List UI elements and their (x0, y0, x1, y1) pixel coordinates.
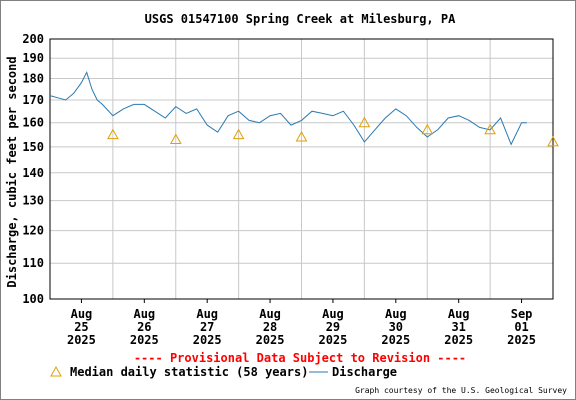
y-tick-label: 100 (22, 292, 44, 306)
grid-lines (50, 39, 553, 299)
median-triangle-marker (547, 135, 559, 147)
x-tick-year: 2025 (130, 333, 159, 347)
x-tick-day: 29 (326, 320, 340, 334)
x-tick-month: Aug (133, 307, 155, 321)
x-tick-year: 2025 (381, 333, 410, 347)
x-tick-day: 27 (200, 320, 214, 334)
median-triangle-marker (232, 128, 245, 140)
y-tick-label: 120 (22, 224, 44, 238)
x-tick-day: 28 (263, 320, 277, 334)
median-triangle-marker (169, 133, 182, 144)
chart-title: USGS 01547100 Spring Creek at Milesburg,… (145, 12, 456, 26)
x-tick-year: 2025 (318, 333, 347, 347)
provisional-notice: ---- Provisional Data Subject to Revisio… (134, 351, 466, 365)
x-tick-year: 2025 (256, 333, 285, 347)
y-tick-label: 150 (22, 140, 44, 154)
y-tick-label: 170 (22, 93, 44, 107)
x-tick-month: Aug (385, 307, 407, 321)
y-tick-label: 110 (22, 256, 44, 270)
x-tick-day: 30 (389, 320, 403, 334)
credit-text: Graph courtesy of the U.S. Geological Su… (355, 386, 567, 395)
y-tick-labels: 100 110 120 130 140 150 160 170 180 190 200 (22, 32, 44, 306)
median-triangle-marker (295, 130, 308, 142)
y-tick-label: 160 (22, 116, 44, 130)
x-tick-labels: Aug252025Aug262025Aug272025Aug282025Aug2… (67, 299, 536, 347)
y-tick-label: 200 (22, 32, 44, 46)
x-tick-month: Aug (448, 307, 470, 321)
x-tick-day: 25 (74, 320, 88, 334)
plot-area-border (49, 38, 554, 300)
x-tick-day: 31 (451, 320, 465, 334)
median-triangle-marker (107, 128, 119, 140)
median-triangle-marker (358, 116, 371, 128)
x-tick-month: Aug (322, 307, 344, 321)
median-triangle-marker (421, 123, 434, 135)
median-triangle-marker (484, 123, 496, 135)
x-tick-month: Aug (259, 307, 281, 321)
x-tick-day: 01 (514, 320, 528, 334)
discharge-line (49, 70, 527, 146)
legend: Median daily statistic (58 years) Discha… (50, 365, 397, 379)
x-tick-year: 2025 (444, 333, 473, 347)
y-tick-label: 180 (22, 72, 44, 86)
y-axis-label: Discharge, cubic feet per second (5, 56, 19, 287)
legend-discharge-label: Discharge (332, 365, 397, 379)
y-tick-label: 140 (22, 166, 44, 180)
legend-median-label: Median daily statistic (58 years) (70, 365, 308, 379)
series-layer (49, 70, 559, 147)
y-tick-label: 190 (22, 51, 44, 65)
legend-median-marker (50, 365, 62, 377)
x-tick-month: Sep (511, 307, 533, 321)
x-tick-month: Aug (71, 307, 93, 321)
x-tick-month: Aug (196, 307, 218, 321)
x-tick-year: 2025 (507, 333, 536, 347)
y-tick-label: 130 (22, 194, 44, 208)
x-tick-year: 2025 (193, 333, 222, 347)
x-tick-year: 2025 (67, 333, 96, 347)
x-tick-day: 26 (137, 320, 151, 334)
